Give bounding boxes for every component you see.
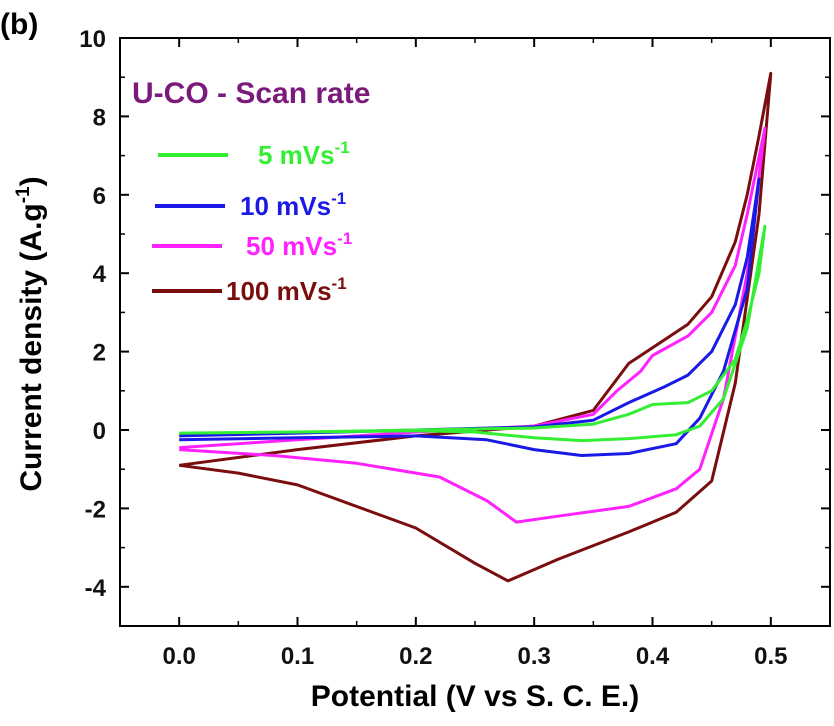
y-tick-label: 8: [93, 104, 106, 131]
legend-label-sup: -1: [335, 138, 350, 157]
y-axis-title-sup: -1: [13, 186, 34, 203]
y-tick-label: 0: [93, 418, 106, 445]
chart-title: U-CO - Scan rate: [132, 77, 370, 110]
legend-label-5-mvs: 5 mVs-1: [258, 138, 350, 170]
axis-ticks: 0.0 0.1 0.2 0.3 0.4 0.5 -4 -2 0 2 4 6 8 10: [79, 26, 831, 670]
y-tick-label: 2: [93, 340, 106, 367]
x-tick-label: 0.3: [517, 643, 550, 670]
legend-label-sup: -1: [337, 229, 352, 248]
x-axis-title: Potential (V vs S. C. E.): [311, 680, 639, 713]
x-tick-label: 0.4: [636, 643, 670, 670]
x-tick-label: 0.2: [399, 643, 432, 670]
x-tick-label: 0.5: [754, 643, 787, 670]
legend-label-100-mvs: 100 mVs-1: [226, 274, 347, 306]
legend-label-10-mvs: 10 mVs-1: [240, 189, 346, 221]
y-axis-title: Current density (A.g-1): [13, 176, 48, 491]
legend-label-text: 10 mVs: [240, 191, 331, 221]
cv-curve-100-mvs: [179, 71, 773, 583]
cv-curve-5-mvs: [179, 224, 767, 443]
y-tick-label: -4: [85, 575, 107, 602]
y-axis-title-end: ): [15, 176, 48, 186]
x-tick-label: 0.0: [162, 643, 195, 670]
legend-label-text: 5 mVs: [258, 140, 335, 170]
legend-label-50-mvs: 50 mVs-1: [246, 229, 352, 261]
y-tick-label: 6: [93, 183, 106, 210]
cv-curve-50-mvs: [179, 126, 767, 524]
cv-curves: [179, 71, 773, 583]
legend-label-text: 100 mVs: [226, 276, 332, 306]
legend-label-sup: -1: [332, 274, 347, 293]
y-tick-label: 4: [93, 261, 107, 288]
legend-label-text: 50 mVs: [246, 231, 337, 261]
y-tick-label: -2: [85, 496, 106, 523]
cv-curve-10-mvs: [179, 177, 761, 457]
panel-label: (b): [0, 8, 38, 41]
legend-label-sup: -1: [331, 189, 346, 208]
y-axis-title-main: Current density (A.g: [15, 203, 48, 491]
y-tick-label: 10: [79, 26, 106, 53]
plot-frame: [119, 37, 831, 627]
x-tick-label: 0.1: [281, 643, 314, 670]
